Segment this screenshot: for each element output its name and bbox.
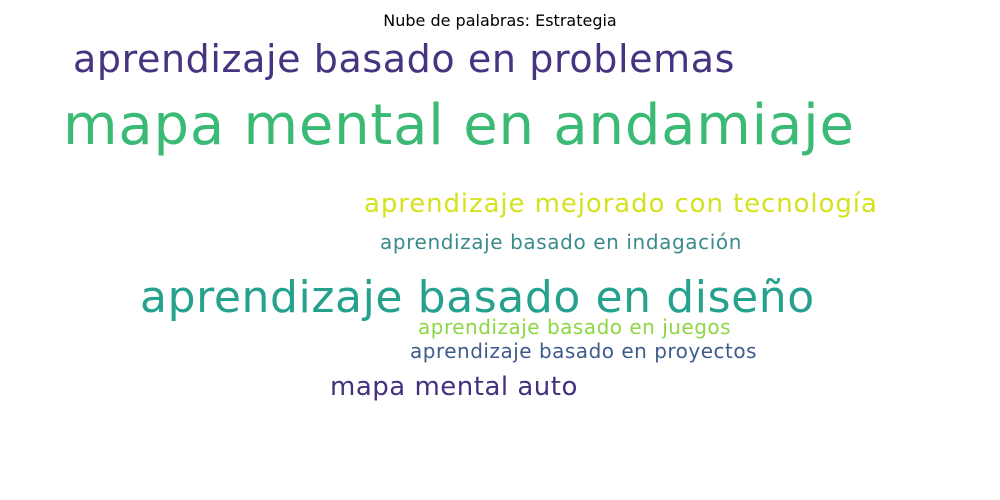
cloud-word: aprendizaje mejorado con tecnología [364, 189, 878, 219]
chart-title: Nube de palabras: Estrategia [383, 11, 617, 30]
cloud-word: aprendizaje basado en proyectos [410, 339, 758, 363]
cloud-word: aprendizaje basado en juegos [418, 315, 732, 339]
cloud-word: mapa mental auto [330, 372, 578, 402]
cloud-word: aprendizaje basado en problemas [73, 37, 735, 81]
cloud-word: mapa mental en andamiaje [63, 93, 855, 158]
cloud-word: aprendizaje basado en indagación [380, 230, 742, 254]
cloud-word: aprendizaje basado en diseño [140, 272, 815, 323]
